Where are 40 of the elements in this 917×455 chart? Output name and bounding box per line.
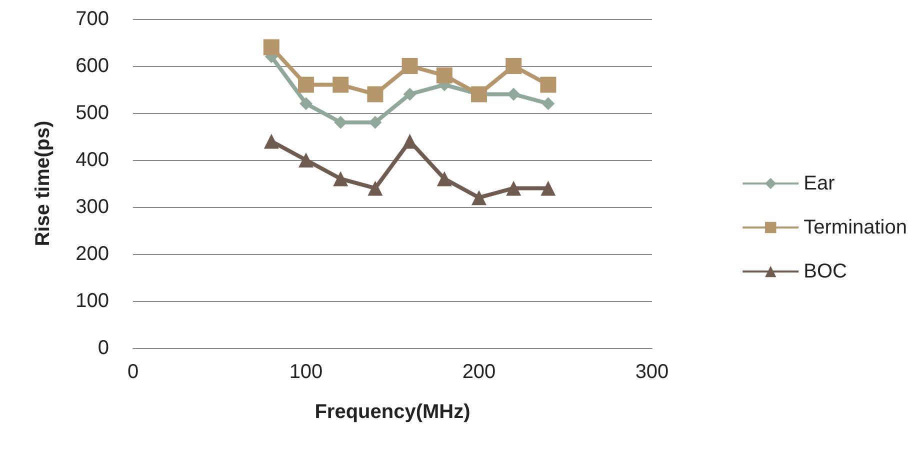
point — [507, 88, 520, 101]
point — [368, 180, 383, 196]
y-tick-label: 100 — [76, 290, 109, 312]
point — [542, 97, 555, 110]
x-tick-label: 100 — [289, 361, 323, 383]
y-tick-label: 400 — [76, 149, 109, 171]
y-tick-label: 300 — [76, 196, 109, 218]
point — [402, 58, 418, 74]
point — [367, 86, 384, 102]
point — [403, 88, 416, 101]
legend-label: Ear — [804, 172, 836, 194]
y-tick-label: 700 — [76, 8, 109, 30]
point — [333, 171, 348, 186]
y-tick-label: 500 — [76, 102, 109, 124]
legend-label: Termination — [804, 216, 908, 238]
point — [368, 116, 382, 129]
point — [264, 134, 279, 149]
x-axis-title: Frequency(MHz) — [314, 401, 470, 423]
point — [540, 180, 556, 196]
point — [332, 76, 349, 93]
x-tick-label: 300 — [635, 361, 669, 383]
y-axis-title: Rise time(ps) — [32, 120, 54, 246]
point — [402, 134, 418, 149]
point — [298, 76, 314, 93]
point — [263, 39, 280, 56]
point — [436, 171, 452, 186]
point — [506, 58, 522, 74]
point — [506, 180, 522, 196]
point — [298, 152, 314, 168]
point — [472, 190, 486, 206]
x-tick-label: 0 — [127, 361, 139, 383]
point — [300, 97, 312, 110]
point — [334, 116, 348, 129]
y-tick-label: 200 — [76, 243, 109, 265]
y-tick-label: 0 — [98, 337, 109, 359]
y-tick-label: 600 — [76, 55, 109, 77]
legend-label: BOC — [804, 260, 847, 282]
x-tick-label: 200 — [462, 361, 496, 383]
point — [540, 76, 556, 93]
point — [436, 67, 452, 84]
